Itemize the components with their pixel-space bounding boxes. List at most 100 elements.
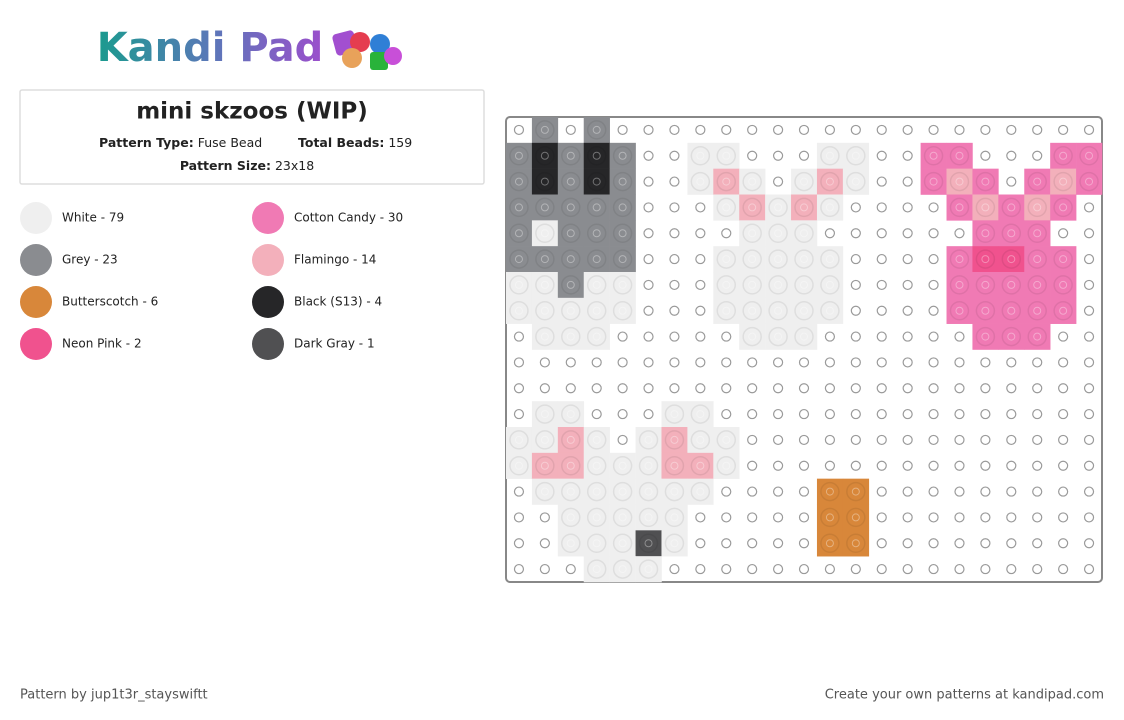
empty-peg [824, 331, 836, 342]
empty-peg [721, 124, 732, 136]
promo[interactable]: Create your own patterns at kandipad.com [825, 688, 1104, 703]
bead-cell [531, 117, 559, 144]
bead-hole [1007, 229, 1016, 238]
bead-cell [713, 142, 740, 169]
bead [661, 401, 688, 428]
bead-cell [557, 272, 585, 299]
bead-ring [820, 171, 840, 192]
bead-cell [1050, 194, 1077, 221]
empty-peg [747, 486, 758, 497]
empty-peg [695, 538, 706, 549]
bead [557, 142, 585, 169]
bead-ring [612, 533, 633, 553]
bead-ring [561, 404, 581, 424]
bead [557, 452, 585, 479]
bead-cell [920, 168, 947, 195]
bead-grid [506, 117, 1103, 583]
bead-cell [635, 427, 662, 454]
bead-hole [1085, 177, 1094, 186]
bead [713, 297, 740, 324]
bead-ring [1053, 171, 1073, 192]
empty-peg [850, 357, 861, 368]
legend-swatch [20, 202, 52, 234]
bead-hole [592, 565, 601, 574]
bead-ring [690, 430, 711, 450]
bead-ring [716, 456, 737, 476]
bead-cell [739, 297, 766, 324]
empty-peg [747, 408, 758, 420]
bead-ring [768, 223, 788, 243]
empty-peg [824, 383, 836, 394]
bead-ring [1027, 223, 1047, 243]
empty-peg [902, 331, 913, 342]
bead-cell [583, 478, 610, 505]
bead-ring [820, 301, 840, 321]
bead-hole [696, 151, 705, 160]
empty-peg [850, 408, 861, 420]
bead-ring [586, 301, 607, 321]
bead-hole [722, 306, 731, 315]
bead-hole [592, 229, 601, 238]
empty-peg [954, 331, 965, 342]
bead-cell [739, 323, 766, 350]
bead-cell [661, 478, 688, 505]
bead-ring [846, 533, 866, 553]
bead-ring [794, 223, 814, 243]
legend-swatch [20, 244, 52, 276]
bead-ring [1027, 301, 1047, 321]
empty-peg [1032, 383, 1043, 394]
empty-peg [798, 150, 810, 161]
bead [972, 272, 999, 299]
bead-ring [664, 507, 685, 528]
bead [739, 323, 766, 350]
bead-ring [638, 507, 659, 528]
bead [583, 168, 610, 195]
empty-peg [928, 383, 939, 394]
bead-ring [820, 249, 840, 269]
empty-peg [798, 357, 810, 368]
empty-peg [1032, 486, 1043, 497]
bead-cell [998, 272, 1025, 299]
bead-cell [609, 194, 636, 221]
bead-hole [514, 461, 523, 470]
empty-peg [850, 460, 861, 471]
bead [609, 452, 636, 479]
bead-cell [531, 142, 559, 169]
bead [531, 323, 559, 350]
bead-ring [742, 223, 762, 243]
logo[interactable]: Kandi Pad [97, 25, 324, 71]
empty-peg [876, 512, 887, 523]
bead [557, 194, 585, 221]
bead-cell [972, 297, 999, 324]
bead-cell [998, 297, 1025, 324]
bead-ring [690, 404, 711, 424]
bead-cell [816, 168, 844, 195]
empty-peg [980, 150, 991, 161]
bead-ring [794, 171, 814, 192]
bead-cell [583, 194, 610, 221]
bead-ring [975, 249, 996, 269]
bead-ring [794, 275, 814, 295]
bead-cell [1024, 323, 1051, 350]
empty-peg [643, 202, 654, 213]
empty-peg [772, 460, 784, 471]
bead [609, 194, 636, 221]
bead-cell [842, 504, 870, 531]
bead-cell [972, 168, 999, 195]
bead [946, 272, 973, 299]
bead-cell [1024, 272, 1051, 299]
bead-ring [561, 146, 581, 166]
empty-peg [1006, 563, 1017, 575]
empty-peg [695, 383, 706, 394]
bead-cell [583, 168, 610, 195]
legend-label: Butterscotch - 6 [62, 295, 158, 309]
bead-cell [687, 478, 714, 505]
bead-hole [825, 306, 834, 315]
bead-hole [618, 461, 627, 470]
empty-peg [876, 434, 887, 446]
empty-peg [954, 460, 965, 471]
empty-peg [850, 305, 861, 316]
empty-peg [928, 305, 939, 316]
empty-peg [1058, 408, 1069, 420]
bead-ring [949, 146, 970, 166]
